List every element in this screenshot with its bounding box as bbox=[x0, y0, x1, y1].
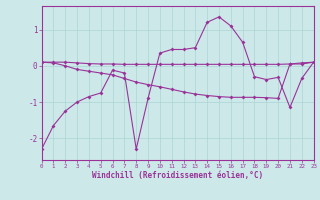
X-axis label: Windchill (Refroidissement éolien,°C): Windchill (Refroidissement éolien,°C) bbox=[92, 171, 263, 180]
